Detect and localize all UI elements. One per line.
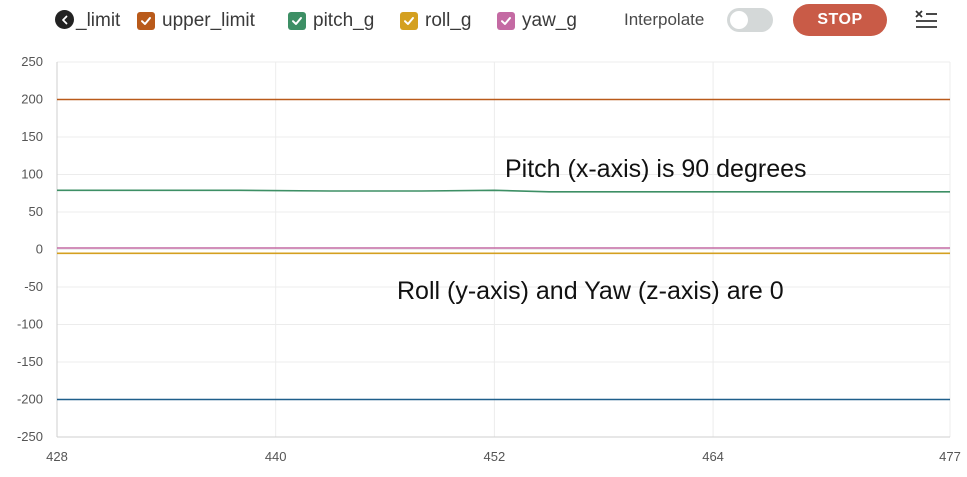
roll-yaw-annotation: Roll (y-axis) and Yaw (z-axis) are 0 xyxy=(397,277,784,305)
x-tick-label: 464 xyxy=(702,449,724,464)
x-tick-label: 452 xyxy=(484,449,506,464)
y-tick-label: -100 xyxy=(17,317,43,332)
toggle-knob xyxy=(730,11,748,29)
checkbox-icon xyxy=(400,12,418,30)
y-tick-label: 100 xyxy=(21,167,43,182)
x-tick-label: 477 xyxy=(939,449,961,464)
checkbox-icon xyxy=(288,12,306,30)
clear-list-icon[interactable] xyxy=(912,6,940,34)
y-tick-label: 0 xyxy=(36,242,43,257)
chevron-left-icon[interactable] xyxy=(55,10,74,29)
y-tick-label: 150 xyxy=(21,129,43,144)
y-tick-label: -200 xyxy=(17,392,43,407)
gridlines xyxy=(56,61,951,438)
legend-item-yaw-g[interactable]: yaw_g xyxy=(497,8,577,34)
pitch-annotation: Pitch (x-axis) is 90 degrees xyxy=(505,155,807,183)
checkbox-icon xyxy=(497,12,515,30)
stop-button[interactable]: STOP xyxy=(793,4,887,36)
legend-item-lower-limit[interactable]: _limit xyxy=(60,8,120,34)
plotter-toolbar: _limit upper_limit pitch_g roll_g yaw_g … xyxy=(0,0,967,44)
legend-label: upper_limit xyxy=(162,10,255,31)
y-tick-label: -250 xyxy=(17,429,43,444)
interpolate-label: Interpolate xyxy=(624,10,705,29)
y-tick-label: 50 xyxy=(29,204,43,219)
axes xyxy=(56,62,950,438)
series-lines xyxy=(57,98,950,401)
legend-item-roll-g[interactable]: roll_g xyxy=(400,8,471,34)
y-tick-label: -50 xyxy=(24,279,43,294)
legend-label: roll_g xyxy=(425,10,472,31)
y-tick-label: 200 xyxy=(21,92,43,107)
y-tick-label: -150 xyxy=(17,354,43,369)
series-line-pitch-g xyxy=(57,189,950,193)
legend-label: _limit xyxy=(76,10,121,31)
y-tick-label: 250 xyxy=(21,54,43,69)
x-tick-label: 440 xyxy=(265,449,287,464)
checkbox-icon xyxy=(137,12,155,30)
x-tick-label: 428 xyxy=(46,449,68,464)
legend-item-upper-limit[interactable]: upper_limit xyxy=(137,8,255,34)
interpolate-toggle[interactable] xyxy=(727,8,773,32)
legend-item-pitch-g[interactable]: pitch_g xyxy=(288,8,374,34)
legend-label: yaw_g xyxy=(522,10,577,31)
legend-label: pitch_g xyxy=(313,10,375,31)
